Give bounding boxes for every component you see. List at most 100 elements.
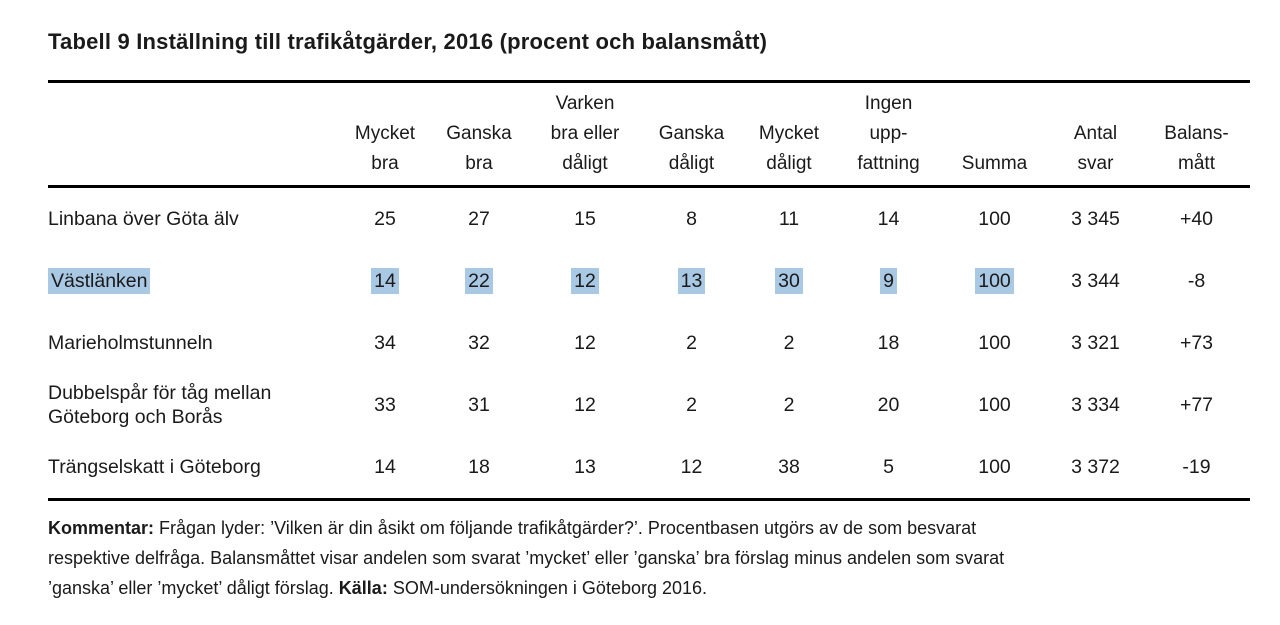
cell-value: 5 <box>883 456 894 478</box>
cell-value: 3 344 <box>1071 270 1120 292</box>
cell-value: 18 <box>877 332 900 354</box>
cell-summa: 100 <box>941 374 1048 436</box>
row-label: Dubbelspår för tåg mellan Göteborg och B… <box>48 374 341 436</box>
column-header-ganska-daligt: Ganska dåligt <box>658 123 725 174</box>
cell-value: 14 <box>374 456 396 478</box>
cell-value: -19 <box>1182 456 1211 478</box>
cell-varken-bra-eller-daligt: 12 <box>529 374 641 436</box>
cell-value: 13 <box>574 456 596 478</box>
cell-value: +73 <box>1179 332 1214 354</box>
cell-ingen-uppfattning: 5 <box>836 436 941 500</box>
cell-value: 2 <box>783 394 795 416</box>
cell-balansmatt: +77 <box>1143 374 1250 436</box>
cell-ganska-bra: 31 <box>429 374 529 436</box>
cell-ganska-daligt: 8 <box>641 187 742 251</box>
comment-line-1-text: Frågan lyder: ’Vilken är din åsikt om fö… <box>154 518 977 538</box>
cell-mycket-daligt: 38 <box>742 436 836 500</box>
row-label: Linbana över Göta älv <box>48 187 341 251</box>
table-header-row: Mycket bra Ganska bra Varken bra eller dål… <box>48 82 1250 187</box>
cell-ganska-bra: 22 <box>429 250 529 312</box>
cell-value: 13 <box>677 268 706 294</box>
cell-value: 20 <box>877 394 900 416</box>
cell-value: 11 <box>778 208 800 230</box>
cell-mycket-bra: 25 <box>341 187 429 251</box>
cell-varken-bra-eller-daligt: 12 <box>529 250 641 312</box>
comment-line-3-text: ’ganska’ eller ’mycket’ dåligt förslag. <box>48 578 339 598</box>
comment-line-1: Kommentar: Frågan lyder: ’Vilken är din … <box>48 513 1253 543</box>
cell-mycket-daligt: 30 <box>742 250 836 312</box>
cell-value: 25 <box>374 208 396 230</box>
cell-balansmatt: -8 <box>1143 250 1250 312</box>
source-label: Källa: <box>338 578 388 598</box>
column-header-ganska-bra: Ganska bra <box>446 123 512 174</box>
cell-mycket-bra: 33 <box>341 374 429 436</box>
column-header-balansmatt: Balans- mått <box>1164 123 1229 174</box>
cell-value: 3 345 <box>1071 208 1120 230</box>
cell-value: 8 <box>686 208 697 230</box>
column-header-mycket-bra: Mycket bra <box>354 123 416 174</box>
table-comment: Kommentar: Frågan lyder: ’Vilken är din … <box>48 513 1253 603</box>
comment-line-3: ’ganska’ eller ’mycket’ dåligt förslag. … <box>48 573 1253 603</box>
cell-mycket-daligt: 2 <box>742 374 836 436</box>
row-label-text: Västlänken <box>48 268 151 294</box>
cell-value: 14 <box>877 208 900 230</box>
cell-value: 3 334 <box>1071 394 1120 416</box>
cell-value: 15 <box>574 208 596 230</box>
cell-value: 22 <box>465 268 493 294</box>
cell-value: 14 <box>371 268 399 294</box>
cell-ingen-uppfattning: 20 <box>836 374 941 436</box>
cell-value: 33 <box>374 394 396 416</box>
cell-ganska-daligt: 2 <box>641 312 742 374</box>
cell-value: +40 <box>1179 208 1214 230</box>
cell-ingen-uppfattning: 18 <box>836 312 941 374</box>
cell-antal-svar: 3 321 <box>1048 312 1143 374</box>
cell-value: 31 <box>468 394 490 416</box>
column-header-varken-bra-eller-daligt: Varken bra eller dåligt <box>550 93 620 174</box>
cell-ganska-daligt: 12 <box>641 436 742 500</box>
table-header: Mycket bra Ganska bra Varken bra eller dål… <box>48 82 1250 187</box>
cell-value: 12 <box>571 268 599 294</box>
cell-antal-svar: 3 345 <box>1048 187 1143 251</box>
cell-value: 100 <box>978 394 1011 416</box>
cell-value: 100 <box>978 208 1011 230</box>
data-table: Mycket bra Ganska bra Varken bra eller dål… <box>48 80 1250 501</box>
table-row: Västlänken 14 22 12 13 30 9 100 3 344 -8 <box>48 250 1250 312</box>
cell-ganska-bra: 32 <box>429 312 529 374</box>
cell-value: 27 <box>468 208 490 230</box>
table-title: Tabell 9 Inställning till trafikåtgärder… <box>48 29 768 54</box>
cell-mycket-daligt: 2 <box>742 312 836 374</box>
column-header-measure <box>48 82 341 187</box>
cell-value: 12 <box>574 332 596 354</box>
cell-value: 100 <box>978 456 1011 478</box>
cell-value: 3 321 <box>1071 332 1120 354</box>
cell-balansmatt: +40 <box>1143 187 1250 251</box>
cell-summa: 100 <box>941 436 1048 500</box>
cell-value: 32 <box>468 332 490 354</box>
cell-ganska-bra: 27 <box>429 187 529 251</box>
table-row: Marieholmstunneln 34 32 12 2 2 18 100 3 321 +73 <box>48 312 1250 374</box>
cell-varken-bra-eller-daligt: 13 <box>529 436 641 500</box>
cell-mycket-bra: 14 <box>341 436 429 500</box>
cell-value: 12 <box>574 394 596 416</box>
table-row: Dubbelspår för tåg mellan Göteborg och B… <box>48 374 1250 436</box>
row-label: Marieholmstunneln <box>48 312 341 374</box>
row-label-text: Dubbelspår för tåg mellan Göteborg och B… <box>48 382 272 428</box>
cell-value: 100 <box>975 268 1014 294</box>
cell-balansmatt: -19 <box>1143 436 1250 500</box>
cell-value: 100 <box>978 332 1011 354</box>
table-row: Trängselskatt i Göteborg 14 18 13 12 38 5 100 3 … <box>48 436 1250 500</box>
cell-value: -8 <box>1187 270 1206 292</box>
cell-summa: 100 <box>941 250 1048 312</box>
cell-mycket-daligt: 11 <box>742 187 836 251</box>
cell-balansmatt: +73 <box>1143 312 1250 374</box>
cell-varken-bra-eller-daligt: 15 <box>529 187 641 251</box>
cell-value: 34 <box>374 332 396 354</box>
row-label: Västlänken <box>48 250 341 312</box>
table-row: Linbana över Göta älv 25 27 15 8 11 14 100 3 345… <box>48 187 1250 251</box>
cell-ganska-daligt: 13 <box>641 250 742 312</box>
column-header-ingen-uppfattning: Ingen upp- fattning <box>857 93 920 174</box>
row-label-text: Linbana över Göta älv <box>48 208 239 230</box>
cell-mycket-bra: 34 <box>341 312 429 374</box>
cell-summa: 100 <box>941 187 1048 251</box>
